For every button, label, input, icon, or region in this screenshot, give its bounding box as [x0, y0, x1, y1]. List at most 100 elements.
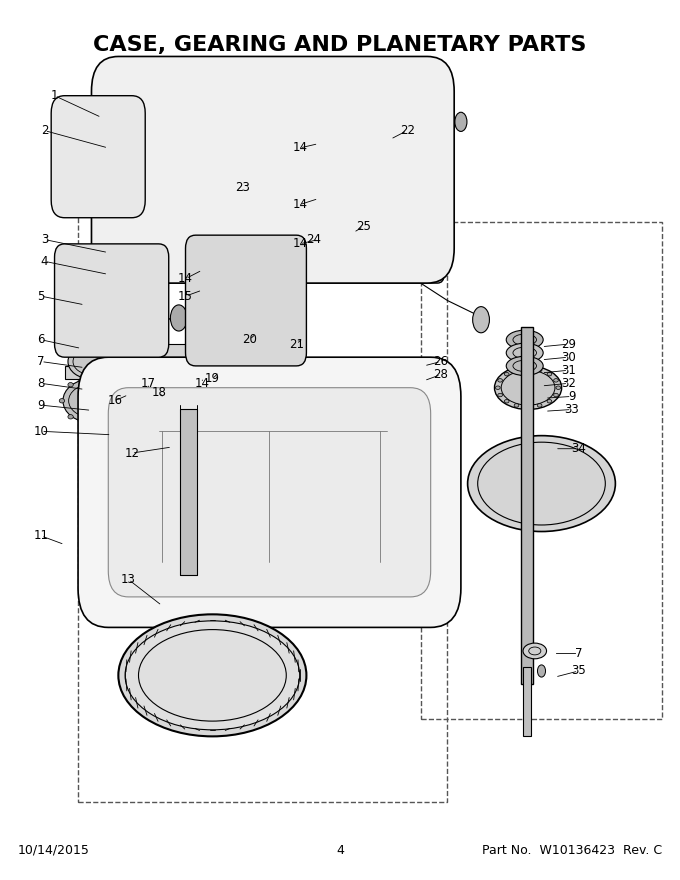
- Ellipse shape: [514, 368, 519, 371]
- Ellipse shape: [89, 422, 94, 426]
- Text: 14: 14: [178, 272, 193, 285]
- Ellipse shape: [109, 414, 115, 419]
- Polygon shape: [65, 366, 199, 379]
- Ellipse shape: [547, 372, 551, 376]
- Ellipse shape: [59, 399, 65, 403]
- Ellipse shape: [197, 281, 202, 300]
- Ellipse shape: [208, 353, 216, 384]
- Ellipse shape: [554, 378, 558, 382]
- Ellipse shape: [118, 399, 124, 403]
- Ellipse shape: [537, 404, 542, 407]
- Text: 14: 14: [194, 377, 210, 390]
- Ellipse shape: [171, 304, 187, 331]
- Ellipse shape: [506, 330, 543, 349]
- FancyBboxPatch shape: [78, 357, 461, 627]
- Bar: [135, 366, 189, 422]
- Ellipse shape: [506, 343, 543, 363]
- Ellipse shape: [554, 393, 558, 397]
- Text: 22: 22: [400, 124, 415, 137]
- Text: 23: 23: [235, 180, 250, 194]
- Ellipse shape: [537, 665, 545, 677]
- Ellipse shape: [409, 140, 419, 156]
- Ellipse shape: [125, 621, 300, 730]
- Text: 9: 9: [568, 390, 575, 403]
- Ellipse shape: [498, 378, 503, 382]
- Ellipse shape: [197, 263, 202, 282]
- Text: 1: 1: [51, 89, 58, 102]
- Ellipse shape: [468, 436, 615, 532]
- Bar: [180, 409, 197, 576]
- Text: 7: 7: [37, 355, 45, 368]
- Ellipse shape: [526, 367, 530, 370]
- Text: 9: 9: [37, 399, 45, 412]
- Text: 15: 15: [178, 290, 193, 303]
- Ellipse shape: [68, 130, 99, 183]
- Text: 21: 21: [289, 338, 304, 350]
- Ellipse shape: [498, 393, 503, 397]
- Ellipse shape: [68, 414, 73, 419]
- Text: 10: 10: [34, 425, 48, 437]
- Text: CASE, GEARING AND PLANETARY PARTS: CASE, GEARING AND PLANETARY PARTS: [93, 34, 587, 55]
- Bar: [523, 667, 531, 737]
- Text: 32: 32: [561, 377, 576, 390]
- Ellipse shape: [157, 378, 167, 393]
- Text: 14: 14: [292, 198, 307, 211]
- Ellipse shape: [496, 386, 500, 390]
- Text: 8: 8: [37, 377, 45, 390]
- Ellipse shape: [118, 614, 307, 737]
- Text: 16: 16: [107, 394, 122, 407]
- Ellipse shape: [514, 404, 519, 407]
- Text: 6: 6: [37, 334, 45, 346]
- FancyBboxPatch shape: [95, 222, 444, 283]
- Text: 17: 17: [141, 377, 156, 390]
- FancyBboxPatch shape: [92, 56, 454, 283]
- Text: 28: 28: [433, 368, 448, 381]
- Text: 34: 34: [571, 443, 586, 455]
- Ellipse shape: [473, 306, 490, 333]
- Text: Part No.  W10136423  Rev. C: Part No. W10136423 Rev. C: [482, 844, 662, 856]
- Bar: [421, 222, 662, 719]
- Text: 14: 14: [292, 142, 307, 155]
- Ellipse shape: [505, 400, 509, 403]
- Ellipse shape: [70, 281, 97, 329]
- Polygon shape: [71, 344, 186, 357]
- Ellipse shape: [556, 386, 560, 390]
- Ellipse shape: [142, 366, 155, 388]
- Ellipse shape: [455, 113, 467, 131]
- Text: 35: 35: [571, 664, 585, 678]
- Text: 10/14/2015: 10/14/2015: [18, 844, 90, 856]
- Ellipse shape: [126, 380, 138, 399]
- Text: 24: 24: [305, 233, 321, 246]
- Text: 12: 12: [124, 446, 139, 459]
- Text: 33: 33: [564, 403, 579, 416]
- FancyBboxPatch shape: [54, 244, 169, 357]
- Ellipse shape: [494, 366, 562, 409]
- Text: 14: 14: [292, 238, 307, 251]
- Text: 11: 11: [33, 530, 48, 542]
- Bar: [521, 326, 532, 684]
- Ellipse shape: [547, 400, 551, 403]
- Ellipse shape: [68, 344, 115, 379]
- Ellipse shape: [68, 383, 73, 387]
- Ellipse shape: [537, 368, 542, 371]
- Ellipse shape: [63, 379, 120, 422]
- Text: 18: 18: [151, 385, 166, 399]
- Text: 4: 4: [41, 255, 48, 268]
- Text: 4: 4: [336, 844, 344, 856]
- Ellipse shape: [505, 372, 509, 376]
- Text: 7: 7: [575, 647, 582, 660]
- Text: 5: 5: [37, 290, 45, 303]
- Text: 3: 3: [41, 233, 48, 246]
- Text: 29: 29: [561, 338, 576, 350]
- Ellipse shape: [523, 643, 547, 659]
- Ellipse shape: [506, 356, 543, 376]
- Ellipse shape: [89, 376, 94, 380]
- Bar: [78, 139, 447, 802]
- Ellipse shape: [112, 288, 132, 322]
- Text: 31: 31: [561, 363, 576, 377]
- Text: 25: 25: [356, 220, 371, 233]
- Ellipse shape: [109, 383, 115, 387]
- Ellipse shape: [526, 405, 530, 408]
- Text: 2: 2: [41, 124, 48, 137]
- Text: 13: 13: [121, 573, 136, 586]
